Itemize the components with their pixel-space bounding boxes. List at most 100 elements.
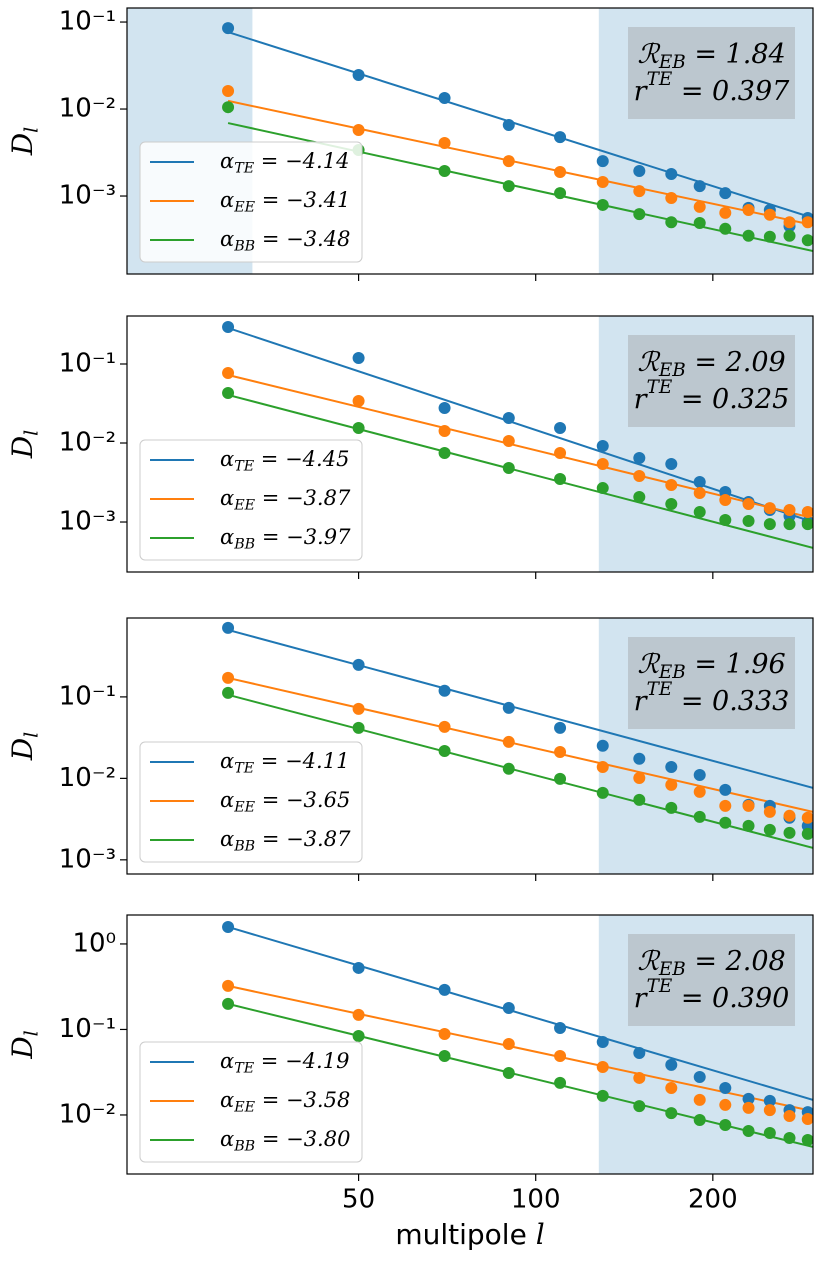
data-point [693,475,706,488]
y-axis-label: Dl [6,1030,43,1060]
y-tick-label: 10⁻² [59,428,116,458]
x-tick-label: 50 [342,1185,375,1215]
fit-line [227,31,813,219]
data-point [596,760,609,773]
data-point [502,180,515,193]
legend-label: αTE = −4.19 [220,1049,349,1077]
data-point [633,1100,646,1113]
data-point [801,1133,813,1146]
data-point [502,735,515,748]
fit-line [227,925,813,1101]
data-point [352,395,365,408]
data-point [596,458,609,471]
data-point [352,421,365,434]
data-point [665,1058,678,1071]
data-point [693,768,706,781]
data-point [438,744,451,757]
y-tick-label: 10⁻¹ [59,1014,116,1044]
data-point [693,180,706,193]
data-point [742,819,755,832]
fit-line [227,393,813,549]
data-point [222,920,235,933]
data-point [352,658,365,671]
legend-box [139,741,363,863]
data-point [554,1021,567,1034]
data-point [783,826,796,839]
legend-label: αEE = −3.87 [220,486,351,514]
data-point [693,486,706,499]
data-point [801,216,813,229]
data-point [438,720,451,733]
data-point [222,386,235,399]
data-point [222,367,235,380]
fit-line [227,693,813,849]
data-point [438,402,451,415]
data-point [763,1094,776,1107]
data-point [693,216,706,229]
data-point [742,229,755,242]
data-point [352,721,365,734]
annotation-text: rTE = 0.325 [634,377,790,415]
annotation-box [628,335,795,427]
y-tick-label: 10⁻¹ [59,7,116,37]
legend-label: αEE = −3.41 [220,188,350,216]
data-point [742,799,755,812]
fit-line [227,628,813,789]
y-tick-label: 10⁻² [59,94,116,124]
data-point [783,216,796,229]
data-point [596,739,609,752]
data-point [502,1037,515,1050]
data-point [554,131,567,144]
annotation-box [628,27,795,119]
data-point [554,772,567,785]
data-point [438,1027,451,1040]
data-point [596,175,609,188]
data-point [763,208,776,221]
legend-label: αBB = −3.48 [220,227,350,255]
x-tick-label: 100 [511,1185,561,1215]
data-point [438,447,451,460]
data-point [719,222,732,235]
fit-line [227,326,813,523]
data-point [633,793,646,806]
annotation-text: ℛEB = 1.84 [637,39,785,74]
legend-label: αBB = −3.97 [220,525,351,553]
data-point [438,91,451,104]
data-point [352,961,365,974]
data-point [596,1089,609,1102]
data-point [742,1124,755,1137]
data-point [719,1098,732,1111]
axes-frame [126,7,814,275]
data-point [438,684,451,697]
legend-label: αTE = −4.45 [220,447,349,475]
data-point [665,778,678,791]
data-point [222,997,235,1010]
data-point [763,805,776,818]
annotation-text: ℛEB = 2.09 [637,347,785,382]
axes-frame [126,914,814,1175]
data-point [783,518,796,531]
data-point [665,168,678,181]
data-point [222,686,235,699]
data-point [633,451,646,464]
data-point [719,514,732,527]
data-point [502,412,515,425]
data-point [554,1049,567,1062]
y-tick-label: 10⁻³ [59,507,116,537]
data-point [719,1118,732,1131]
data-point [554,165,567,178]
data-point [783,809,796,822]
data-point [719,493,732,506]
legend-label: αEE = −3.58 [220,1088,350,1116]
data-point [742,498,755,511]
data-point [665,479,678,492]
data-point [502,461,515,474]
data-point [554,473,567,486]
data-point [742,1101,755,1114]
data-point [633,185,646,198]
data-point [633,164,646,177]
data-point [222,320,235,333]
y-tick-label: 10⁻³ [59,844,116,874]
data-point [783,1131,796,1144]
